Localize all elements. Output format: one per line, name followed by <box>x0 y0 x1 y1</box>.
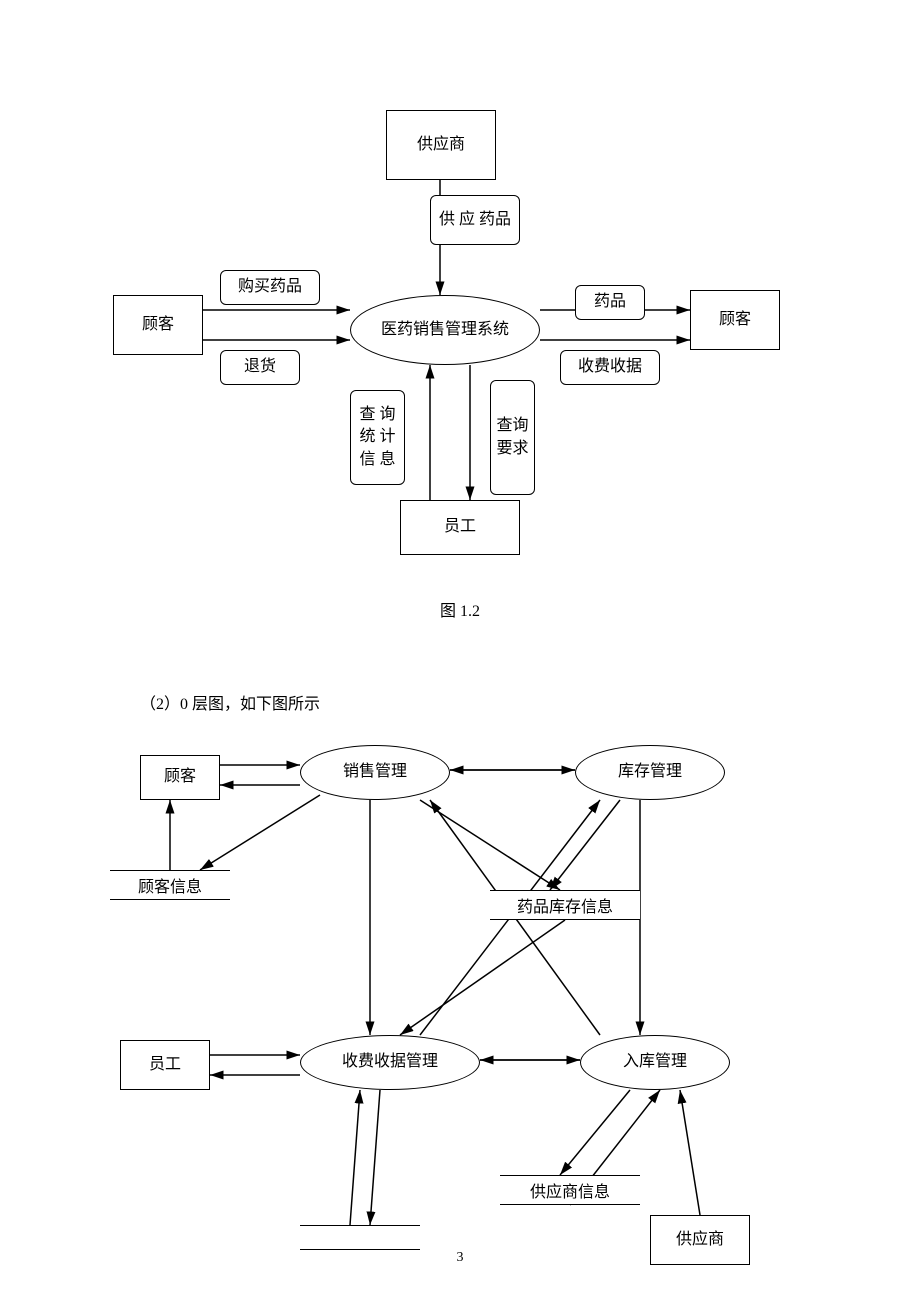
node-sales: 销售管理 <box>300 745 450 800</box>
node-system: 医药销售管理系统 <box>350 295 540 365</box>
section-heading: （2）0 层图，如下图所示 <box>140 690 320 714</box>
node-receipt: 收费收据管理 <box>300 1035 480 1090</box>
node-return_label: 退货 <box>220 350 300 385</box>
node-emp: 员工 <box>120 1040 210 1090</box>
node-supplier_info: 供应商信息 <box>500 1175 640 1205</box>
node-supplier: 供应商 <box>386 110 496 180</box>
node-cust: 顾客 <box>140 755 220 800</box>
node-receipt_label: 收费收据 <box>560 350 660 385</box>
node-blank_store <box>300 1225 420 1250</box>
node-cust_right: 顾客 <box>690 290 780 350</box>
page-number: 3 <box>0 1250 920 1266</box>
node-cust_info: 顾客信息 <box>110 870 230 900</box>
node-stock: 库存管理 <box>575 745 725 800</box>
node-drug_info: 药品库存信息 <box>490 890 640 920</box>
node-employee: 员工 <box>400 500 520 555</box>
diagram1-caption: 图 1.2 <box>0 597 920 621</box>
page: 供应商供 应 药品顾客购买药品退货医药销售管理系统药品收费收据顾客查 询统 计信… <box>0 0 920 1302</box>
node-cust_left: 顾客 <box>113 295 203 355</box>
node-inbound: 入库管理 <box>580 1035 730 1090</box>
node-req_label: 查询要求 <box>490 380 535 495</box>
node-supply_label: 供 应 药品 <box>430 195 520 245</box>
node-buy_label: 购买药品 <box>220 270 320 305</box>
node-stat_label: 查 询统 计信 息 <box>350 390 405 485</box>
node-drug_label: 药品 <box>575 285 645 320</box>
